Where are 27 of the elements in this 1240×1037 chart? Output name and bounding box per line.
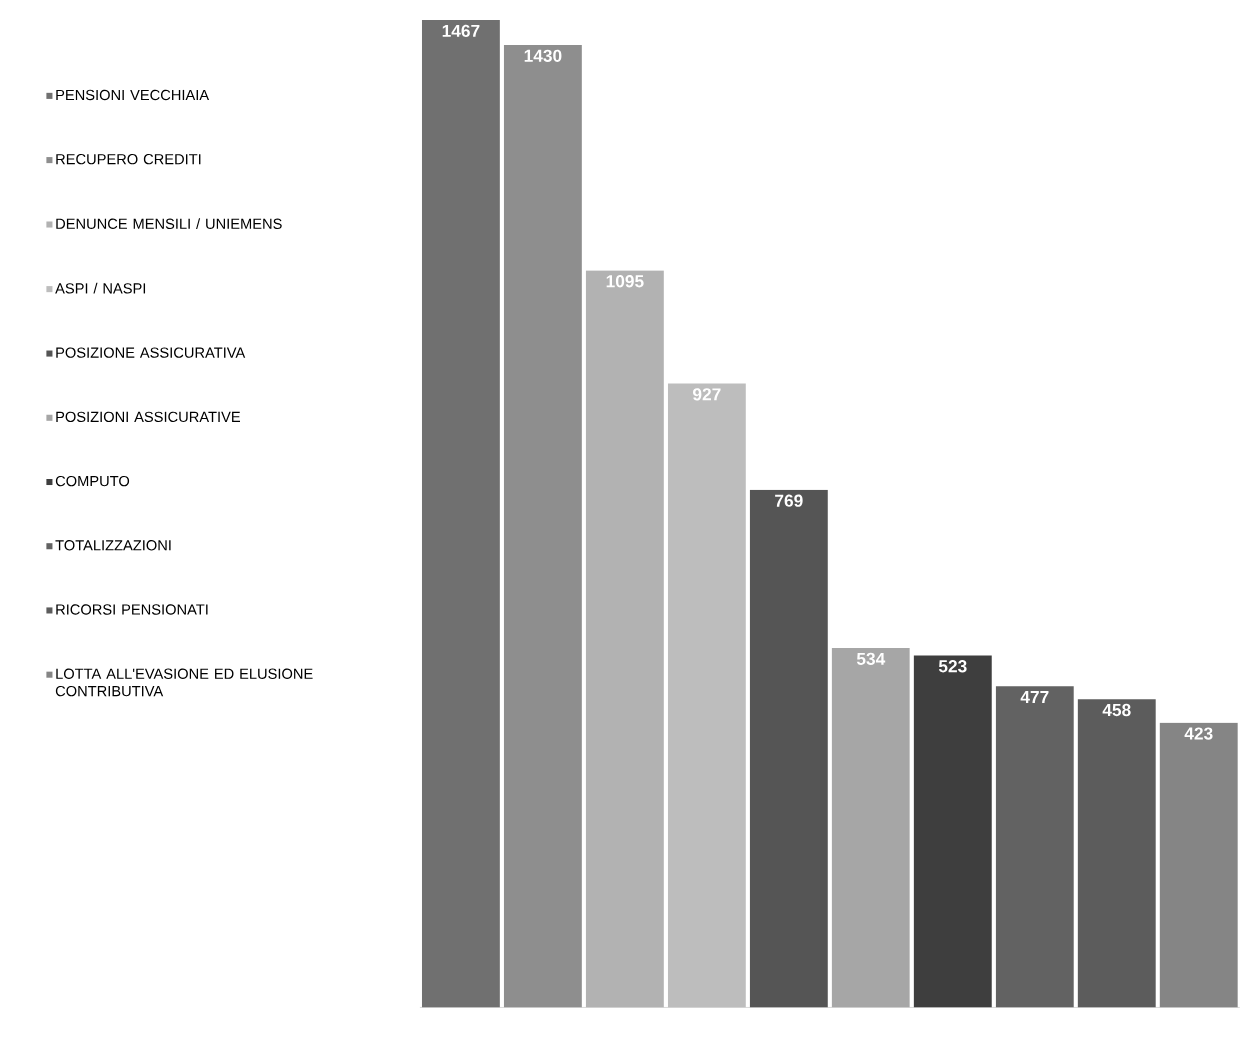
bar	[913, 655, 992, 1008]
data-label: 927	[693, 388, 721, 401]
legend-label: ASPI / NASPI	[55, 282, 146, 294]
legend-label: RECUPERO CREDITI	[56, 154, 201, 165]
bar	[421, 20, 500, 1008]
legend-label: COMPUTO	[55, 476, 130, 487]
bar	[1159, 722, 1238, 1008]
legend-label: DENUNCE MENSILI / UNIEMENS	[56, 218, 282, 230]
data-label: 534	[856, 652, 886, 666]
legend-label: POSIZIONE ASSICURATIVA	[56, 347, 246, 358]
legend-label: POSIZIONI ASSICURATIVE	[56, 411, 240, 423]
bar	[503, 45, 582, 1008]
data-label: 477	[1020, 691, 1049, 704]
bar	[749, 489, 828, 1008]
data-label: 523	[938, 660, 967, 673]
data-label: 769	[775, 494, 803, 507]
bar	[1077, 699, 1156, 1008]
data-label: 1095	[606, 275, 644, 288]
legend-label: TOTALIZZAZIONI	[55, 540, 171, 551]
legend-label: RICORSI PENSIONATI	[56, 604, 208, 615]
data-label: 458	[1102, 703, 1131, 717]
data-label: 423	[1184, 727, 1213, 740]
data-label: 1430	[524, 49, 562, 63]
legend-label: PENSIONI VECCHIAIA	[56, 89, 210, 101]
data-label: 1467	[442, 24, 480, 38]
bar	[995, 686, 1074, 1008]
legend-label: LOTTA ALL'EVASIONE ED ELUSIONE CONTRIBUTIVA	[55, 668, 313, 697]
